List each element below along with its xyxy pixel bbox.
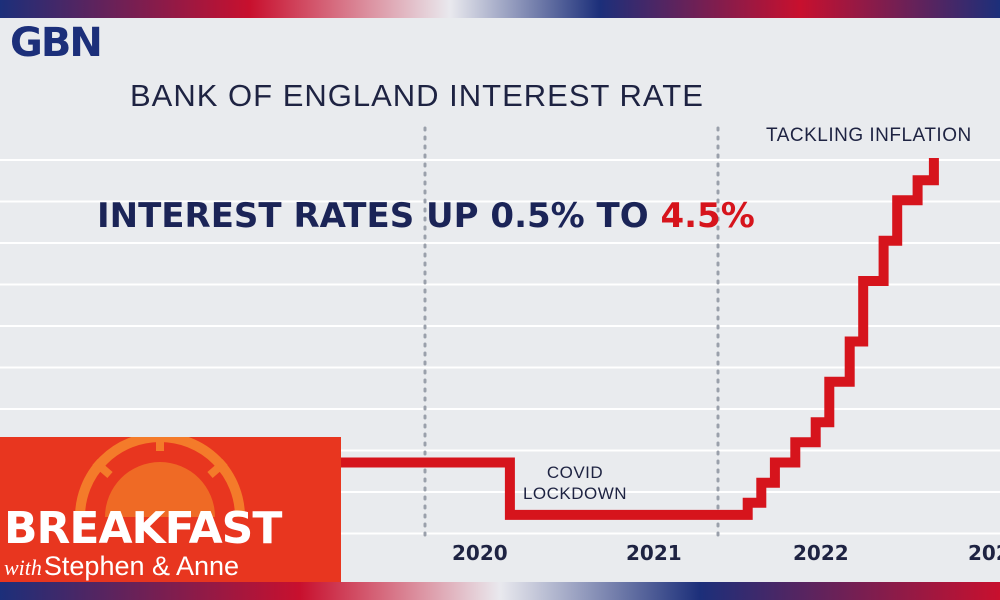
- annotation-covid-line1: COVID: [546, 463, 604, 482]
- headline: INTEREST RATES UP 0.5% TO 4.5%: [97, 196, 755, 236]
- sun-icon: [75, 437, 245, 518]
- chart-title: BANK OF ENGLAND INTEREST RATE: [130, 78, 704, 113]
- annotation-covid-line2: LOCKDOWN: [522, 484, 628, 503]
- headline-prefix: INTEREST RATES UP 0.5% TO: [97, 196, 661, 236]
- annotation-covid-lockdown: COVID LOCKDOWN: [500, 462, 650, 504]
- breakfast-show-branding: BREAKFAST withStephen & Anne: [0, 437, 341, 582]
- background-bottom-strip: [0, 582, 1000, 600]
- show-with: with: [4, 555, 42, 580]
- background-top-strip: [0, 0, 1000, 20]
- x-tick-label: 2022: [793, 541, 849, 565]
- annotation-tackling-inflation: TACKLING INFLATION: [766, 125, 972, 146]
- rate-line: [340, 158, 939, 520]
- gbn-logo: GBN: [10, 20, 103, 66]
- show-title: BREAKFAST: [4, 503, 282, 554]
- x-tick-label: 2020: [452, 541, 508, 565]
- logo-text: GBN: [10, 20, 103, 66]
- show-subtitle: withStephen & Anne: [4, 551, 239, 582]
- show-hosts: Stephen & Anne: [43, 551, 240, 581]
- x-tick-label: 202: [968, 541, 1000, 565]
- headline-highlight: 4.5%: [660, 196, 755, 236]
- x-tick-label: 2021: [626, 541, 682, 565]
